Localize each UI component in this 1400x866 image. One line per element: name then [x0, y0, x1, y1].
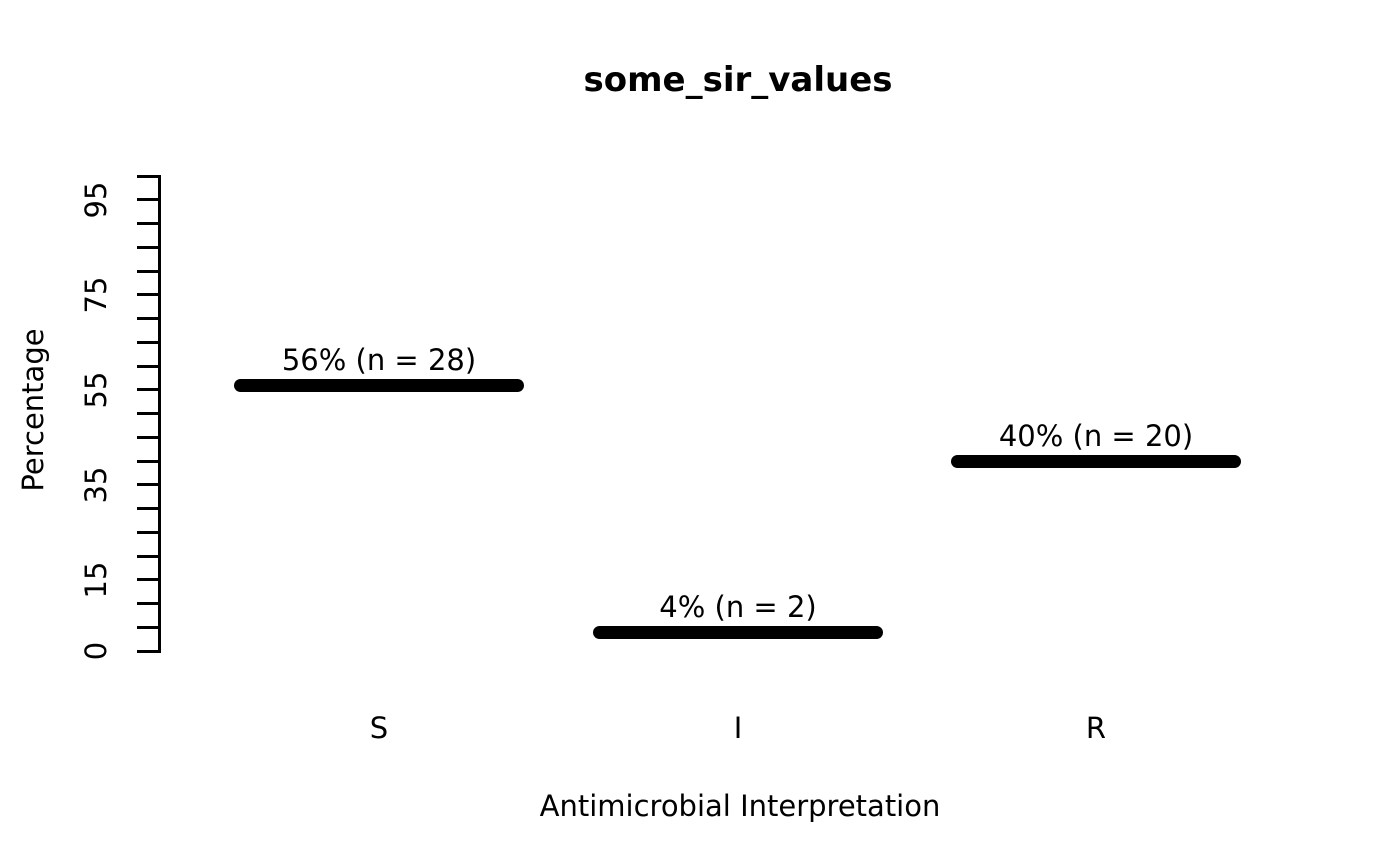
y-axis-tick — [137, 554, 158, 558]
y-axis-tick — [137, 625, 158, 629]
y-axis-tick-label: 55 — [79, 371, 113, 409]
y-axis-tick-label: 0 — [79, 641, 113, 661]
y-axis-tick — [137, 317, 158, 320]
y-axis-tick-label: 15 — [79, 561, 113, 599]
y-axis-tick-label: 95 — [79, 181, 113, 219]
y-axis-tick-label: 35 — [79, 466, 113, 504]
y-axis-tick — [137, 435, 158, 439]
bar-value-label-R: 40% (n = 20) — [998, 418, 1194, 453]
bar-I — [593, 625, 883, 639]
bar-value-label-I: 4% (n = 2) — [659, 589, 817, 624]
y-axis-tick — [137, 245, 158, 249]
y-axis-tick-label: 75 — [79, 276, 113, 314]
chart-title: some_sir_values — [583, 60, 893, 100]
bar-R — [951, 454, 1241, 468]
x-category-label-R: R — [1085, 711, 1107, 745]
y-axis-tick — [137, 174, 158, 178]
y-axis-tick — [137, 340, 158, 344]
y-axis-tick — [137, 649, 158, 653]
x-category-label-S: S — [369, 711, 389, 745]
y-axis-tick — [137, 412, 158, 415]
y-axis-tick — [137, 269, 158, 273]
y-axis-tick — [137, 602, 158, 605]
y-axis-tick — [137, 222, 158, 225]
bar-value-label-S: 56% (n = 28) — [281, 342, 477, 377]
y-axis-tick — [137, 459, 158, 463]
y-axis-label: Percentage — [16, 328, 50, 492]
y-axis-tick — [137, 483, 158, 487]
y-axis-tick — [137, 198, 158, 202]
x-axis-label: Antimicrobial Interpretation — [539, 789, 941, 823]
y-axis-tick — [137, 364, 158, 368]
y-axis-tick — [137, 530, 158, 534]
y-axis-tick — [137, 578, 158, 582]
y-axis-tick — [137, 388, 158, 392]
y-axis-tick — [137, 293, 158, 297]
y-axis-tick — [137, 507, 158, 510]
bar-S — [234, 378, 524, 392]
y-axis-line — [158, 174, 161, 653]
x-category-label-I: I — [733, 711, 743, 745]
